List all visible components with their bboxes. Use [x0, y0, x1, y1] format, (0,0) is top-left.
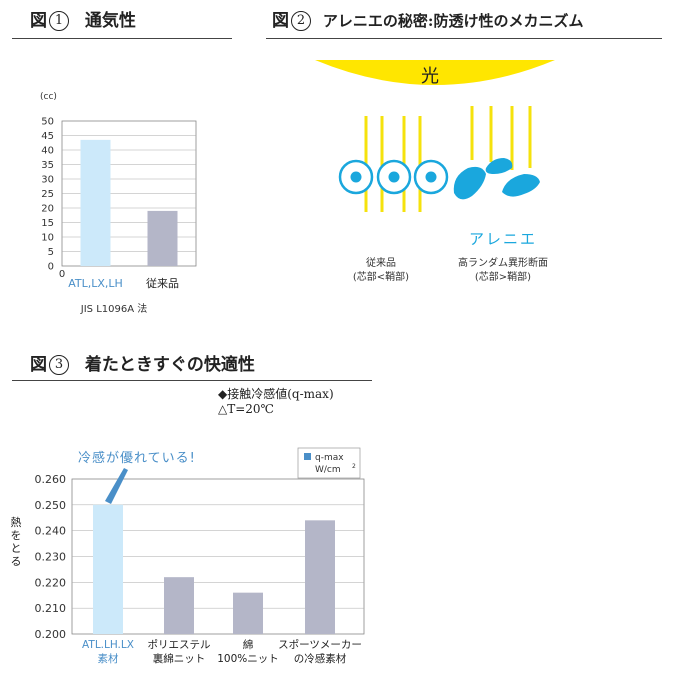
fig3-y-axis-label-char: る: [11, 555, 22, 568]
fig1-heading-rule: [12, 38, 232, 39]
fig1-title: 通気性: [84, 11, 136, 31]
fig1-y-tick-label: 25: [41, 189, 54, 200]
fig3-bar: [233, 592, 263, 634]
conventional-fiber: [413, 159, 449, 195]
fig3-x-tick-label: 裏綿ニット: [153, 652, 206, 665]
fig3-x-tick-label: ATL.LH.LX: [82, 639, 134, 651]
fig3-heading-rule: [12, 380, 372, 381]
fig2-number: 2: [291, 11, 311, 31]
arenie-sublabel-1: 高ランダム異形断面: [458, 258, 548, 269]
conventional-fiber: [376, 159, 412, 195]
fig3-legend-name: q-max: [315, 453, 344, 463]
fig1-x-tick-label: 従来品: [146, 277, 179, 290]
fig1-y-tick-label: 5: [48, 247, 54, 258]
fig2-title: アレニエの秘密:防透け性のメカニズム: [322, 12, 584, 30]
fig1-number: 1: [49, 11, 69, 31]
fig3-title: 着たときすぐの快適性: [84, 355, 255, 375]
fig3-y-tick-label: 0.200: [35, 628, 67, 641]
light-label: 光: [421, 66, 439, 87]
fig3-note-1: ◆接触冷感値(q-max): [218, 387, 334, 401]
fig3-legend-unit-sup: 2: [352, 463, 356, 470]
fig1-method: JIS L1096A 法: [80, 304, 148, 315]
fig3-bar: [93, 504, 123, 634]
arenie-fiber: [485, 158, 513, 174]
fig3-note-2: △T=20℃: [218, 402, 274, 416]
fig3-bar: [305, 520, 335, 634]
fig1-y-tick-label: 0: [48, 262, 54, 273]
fig3-callout-pointer: [105, 468, 128, 504]
fig1-y-tick-label: 30: [41, 175, 54, 186]
fig1-y-tick-label: 35: [41, 160, 54, 171]
light-source: [315, 60, 555, 85]
fig1-y-tick-label: 45: [41, 131, 54, 142]
fig1-y-tick-label: 10: [41, 233, 54, 244]
fig3-x-tick-label: スポーツメーカー: [278, 639, 362, 651]
fig3-y-tick-label: 0.260: [35, 473, 67, 486]
fig3-y-tick-label: 0.250: [35, 499, 67, 512]
fig1-bar-arenie: [80, 139, 111, 266]
conventional-label: 従来品: [366, 258, 396, 269]
fig2-diagram: 光: [315, 60, 555, 212]
fig3-y-tick-label: 0.230: [35, 551, 67, 564]
fig1-y-tick-label: 40: [41, 146, 54, 157]
fig3-x-tick-label: ポリエステル: [148, 639, 211, 651]
fig1-prefix: 図: [30, 11, 47, 31]
arenie-label: アレニエ: [468, 230, 537, 248]
fig3-bar: [164, 577, 194, 634]
fig1-x-tick-label: ATL,LX,LH: [68, 277, 123, 290]
conventional-fiber: [338, 159, 374, 195]
fig1-y-tick-label: 50: [41, 117, 54, 128]
arenie-fiber: [453, 166, 486, 200]
fig3-x-tick-label: 綿: [243, 638, 254, 651]
fig3-y-tick-label: 0.240: [35, 525, 67, 538]
arenie-fiber: [502, 174, 540, 197]
conventional-sublabel: (芯部<鞘部): [352, 272, 410, 283]
fig3-x-tick-label: の冷感素材: [294, 652, 347, 665]
fig3-number: 3: [49, 355, 69, 375]
fig1-y-tick-label: 15: [41, 218, 54, 229]
fig3-y-axis-label-char: と: [11, 542, 22, 555]
fig3-callout: 冷感が優れている!: [78, 450, 196, 466]
fig3-y-tick-label: 0.220: [35, 576, 67, 589]
fig3-y-axis-label-char: を: [11, 529, 22, 542]
fig3-legend-unit: W/cm: [315, 465, 341, 475]
fig2-heading-rule: [266, 38, 662, 39]
fig1-unit-label: (cc): [40, 92, 57, 102]
fig3-y-tick-label: 0.210: [35, 602, 67, 615]
fig1-bar-conventional: [147, 210, 178, 266]
fig3-y-axis-label-char: 熱: [11, 516, 22, 529]
fig1-y-tick-label: 20: [41, 204, 54, 215]
arenie-sublabel-2: (芯部>鞘部): [474, 272, 532, 283]
fig3-prefix: 図: [30, 355, 47, 375]
fig1-origin-label: 0: [59, 269, 65, 280]
fig3-legend-swatch: [304, 453, 311, 460]
fig3-x-tick-label: 100%ニット: [217, 653, 279, 665]
fig3-x-tick-label: 素材: [98, 652, 119, 665]
fig2-prefix: 図: [272, 11, 289, 31]
